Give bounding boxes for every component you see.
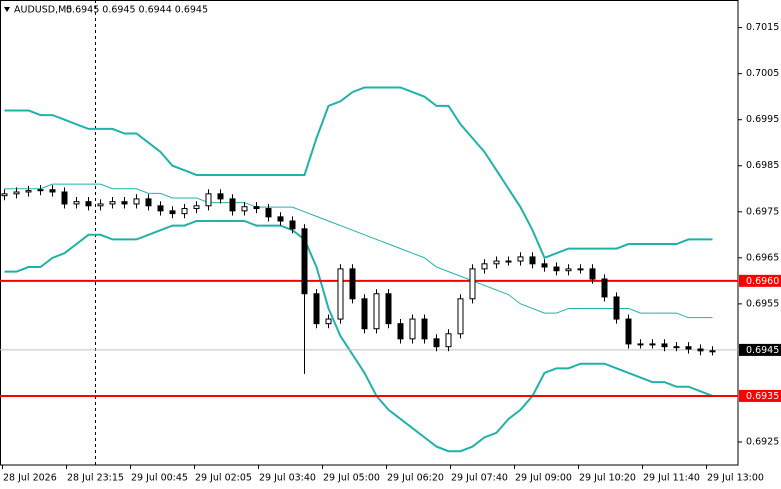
- x-tick-label: 29 Jul 02:05: [195, 473, 252, 484]
- candle-body: [517, 256, 524, 262]
- candle-body: [133, 198, 140, 205]
- x-tick-label: 29 Jul 09:00: [515, 473, 572, 484]
- x-tick-label: 29 Jul 10:20: [579, 473, 636, 484]
- candle-body: [49, 189, 56, 193]
- candle-body: [661, 343, 668, 348]
- candle-body: [397, 323, 404, 340]
- candle-body: [181, 208, 188, 215]
- candle-body: [613, 296, 620, 320]
- candle-body: [349, 268, 356, 300]
- candle-body: [121, 201, 128, 205]
- candle-body: [673, 346, 680, 349]
- x-tick-label: 29 Jul 11:40: [643, 473, 700, 484]
- candle-body: [421, 318, 428, 340]
- candle-body: [85, 201, 92, 207]
- x-tick-label: 29 Jul 00:45: [131, 473, 188, 484]
- candle-body: [529, 256, 536, 265]
- plot-frame: [0, 0, 739, 466]
- candle-body: [301, 228, 308, 295]
- candle-body: [25, 190, 32, 193]
- y-tick-label: 0.6965: [746, 252, 779, 263]
- candle-body: [265, 208, 272, 218]
- candle-body: [289, 220, 296, 230]
- level-box: [739, 389, 781, 402]
- current-price-label: 0.6945: [746, 345, 779, 356]
- candle-body: [145, 198, 152, 207]
- candle-body: [493, 260, 500, 265]
- candle-body: [709, 350, 716, 353]
- x-tick-label: 29 Jul 03:40: [259, 473, 316, 484]
- candle-body: [313, 293, 320, 325]
- candle-body: [217, 193, 224, 200]
- candle-body: [637, 343, 644, 346]
- candle-body: [169, 210, 176, 215]
- candle-body: [541, 263, 548, 268]
- x-tick-label: 29 Jul 06:20: [387, 473, 444, 484]
- symbol-menu-arrow[interactable]: [4, 7, 10, 12]
- bollinger-upper: [4, 86, 713, 260]
- chart-title: AUDUSD,M5: [14, 5, 72, 16]
- y-tick-label: 0.6975: [746, 206, 779, 217]
- candle-body: [37, 189, 44, 192]
- candle-body: [157, 205, 164, 212]
- y-tick-label: 0.6925: [746, 436, 779, 447]
- candle-body: [553, 266, 560, 272]
- candle-body: [697, 348, 704, 352]
- bollinger-middle: [4, 183, 713, 319]
- y-tick-label: 0.6995: [746, 114, 779, 125]
- candle-body: [445, 333, 452, 348]
- y-tick-label: 0.7015: [746, 22, 779, 33]
- x-tick-label: 28 Jul 2026: [3, 473, 57, 484]
- candle-body: [457, 298, 464, 335]
- candle-body: [469, 268, 476, 300]
- candle-body: [577, 268, 584, 271]
- candle-body: [433, 338, 440, 348]
- candle-body: [409, 318, 416, 340]
- candle-body: [109, 201, 116, 205]
- quote-text: 0.6945 0.6945 0.6944 0.6945: [66, 5, 208, 16]
- candle-body: [625, 318, 632, 345]
- x-tick-label: 28 Jul 23:15: [67, 473, 124, 484]
- candle-body: [373, 293, 380, 330]
- candle-body: [277, 216, 284, 222]
- current-price-box: [739, 343, 781, 356]
- candle-body: [685, 346, 692, 350]
- candle-body: [337, 268, 344, 320]
- y-tick-label: 0.7005: [746, 68, 779, 79]
- candle-body: [649, 343, 656, 346]
- x-tick-label: 29 Jul 05:00: [323, 473, 380, 484]
- candle-body: [385, 293, 392, 325]
- candle-body: [1, 193, 8, 197]
- candle-body: [241, 206, 248, 212]
- candle-body: [505, 260, 512, 263]
- level-box: [739, 274, 781, 287]
- candle-body: [73, 201, 80, 205]
- candle-body: [97, 203, 104, 207]
- candle-body: [361, 298, 368, 330]
- candle-body: [13, 191, 20, 195]
- candle-body: [325, 318, 332, 325]
- bollinger-lower: [4, 219, 713, 453]
- candle-body: [565, 268, 572, 272]
- level-label: 0.6960: [746, 276, 779, 287]
- candle-body: [205, 193, 212, 207]
- candle-body: [601, 278, 608, 298]
- y-tick-label: 0.6955: [746, 298, 779, 309]
- candle-body: [193, 205, 200, 210]
- x-tick-label: 29 Jul 07:40: [451, 473, 508, 484]
- candle-body: [229, 198, 236, 212]
- x-tick-label: 29 Jul 13:00: [707, 473, 764, 484]
- candle-body: [253, 206, 260, 210]
- level-label: 0.6935: [746, 391, 779, 402]
- candle-body: [61, 191, 68, 205]
- candle-body: [589, 268, 596, 280]
- candle-body: [481, 263, 488, 270]
- y-tick-label: 0.6985: [746, 160, 779, 171]
